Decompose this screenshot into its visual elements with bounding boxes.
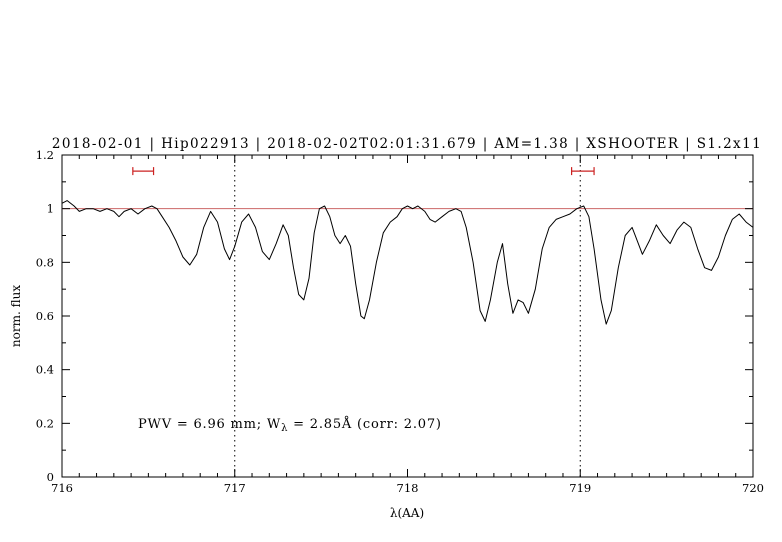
y-tick-label: 0.6	[36, 309, 54, 323]
x-tick-label: 720	[742, 481, 764, 495]
x-tick-label: 717	[224, 481, 246, 495]
pwv-annotation-prefix: PWV = 6.96 mm; W	[138, 417, 281, 432]
y-tick-label: 0.2	[36, 416, 54, 430]
spectrum-line	[61, 200, 754, 325]
x-axis-label: λ(AA)	[390, 506, 424, 520]
x-tick-label: 716	[51, 481, 73, 495]
y-tick-label: 0	[47, 470, 54, 484]
pwv-annotation-suffix: = 2.85Å (corr: 2.07)	[288, 416, 442, 432]
y-tick-label: 1	[47, 202, 54, 216]
x-tick-label: 718	[397, 481, 419, 495]
y-axis-label: norm. flux	[9, 285, 23, 347]
pwv-annotation: PWV = 6.96 mm; Wλ = 2.85Å (corr: 2.07)	[138, 416, 442, 434]
y-tick-label: 1.2	[36, 148, 54, 162]
x-tick-label: 719	[569, 481, 591, 495]
y-tick-label: 0.8	[36, 255, 54, 269]
plot-generated-layer	[61, 154, 754, 478]
plot-title: 2018-02-01 | Hip022913 | 2018-02-02T02:0…	[52, 136, 762, 152]
y-tick-label: 0.4	[36, 363, 54, 377]
pwv-annotation-subscript: λ	[281, 423, 288, 434]
